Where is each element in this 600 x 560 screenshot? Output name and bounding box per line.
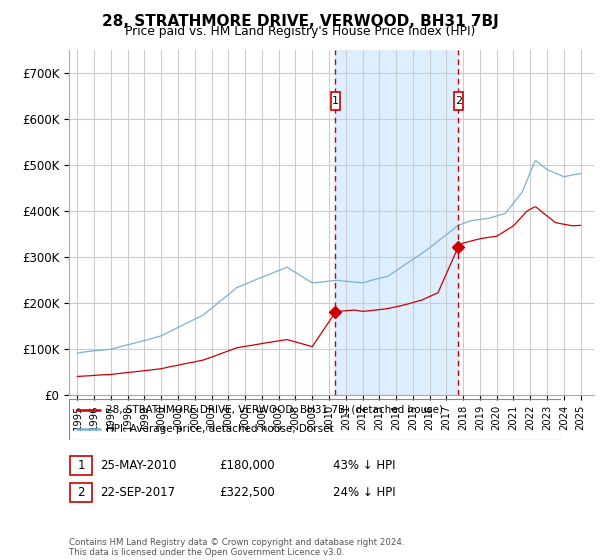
Text: 1: 1 [77,459,85,472]
Text: 43% ↓ HPI: 43% ↓ HPI [333,459,395,472]
Text: 25-MAY-2010: 25-MAY-2010 [100,459,176,472]
Text: 28, STRATHMORE DRIVE, VERWOOD, BH31 7BJ: 28, STRATHMORE DRIVE, VERWOOD, BH31 7BJ [101,14,499,29]
Bar [331,92,340,110]
Text: Contains HM Land Registry data © Crown copyright and database right 2024.
This d: Contains HM Land Registry data © Crown c… [69,538,404,557]
Text: Price paid vs. HM Land Registry's House Price Index (HPI): Price paid vs. HM Land Registry's House … [125,25,475,38]
Text: 2: 2 [77,486,85,499]
Text: £322,500: £322,500 [219,486,275,499]
Text: 2: 2 [455,96,462,106]
Bar [454,92,463,110]
Text: 24% ↓ HPI: 24% ↓ HPI [333,486,395,499]
Bar [335,50,458,395]
Text: 22-SEP-2017: 22-SEP-2017 [100,486,175,499]
Text: 1: 1 [332,96,339,106]
Text: 28, STRATHMORE DRIVE, VERWOOD, BH31 7BJ (detached house): 28, STRATHMORE DRIVE, VERWOOD, BH31 7BJ … [106,405,443,415]
Text: £180,000: £180,000 [219,459,275,472]
Text: HPI: Average price, detached house, Dorset: HPI: Average price, detached house, Dors… [106,424,334,433]
